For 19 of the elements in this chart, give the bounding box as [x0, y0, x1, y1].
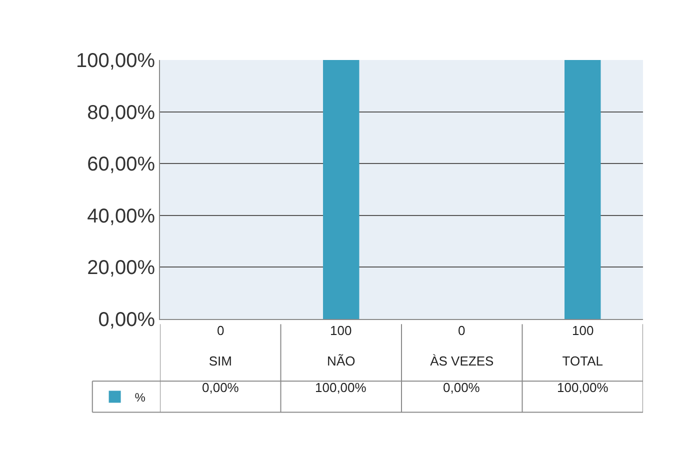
x-tick-label: TOTAL	[562, 354, 603, 369]
x-tick-label: SIM	[208, 354, 232, 369]
data-label: 100,00%	[557, 380, 609, 395]
data-label: 0,00%	[443, 380, 480, 395]
data-label: 100,00%	[315, 380, 367, 395]
text: 0	[458, 323, 466, 338]
text: 100	[330, 323, 352, 338]
text: 0	[217, 323, 224, 338]
x-tick-label: NÃO	[327, 354, 356, 369]
y-tick-label: 100,00%	[76, 50, 156, 72]
y-tick-label: 40,00%	[87, 205, 156, 228]
text: 100	[572, 323, 594, 338]
y-tick-label: 0,00%	[98, 309, 156, 331]
y-tick-label: 80,00%	[87, 102, 156, 124]
data-label: 0,00%	[202, 380, 240, 395]
legend-label: %	[134, 390, 146, 404]
y-tick-label: 60,00%	[87, 154, 156, 176]
x-tick-label: ÀS VEZES	[430, 354, 494, 369]
y-tick-label: 20,00%	[87, 257, 156, 280]
